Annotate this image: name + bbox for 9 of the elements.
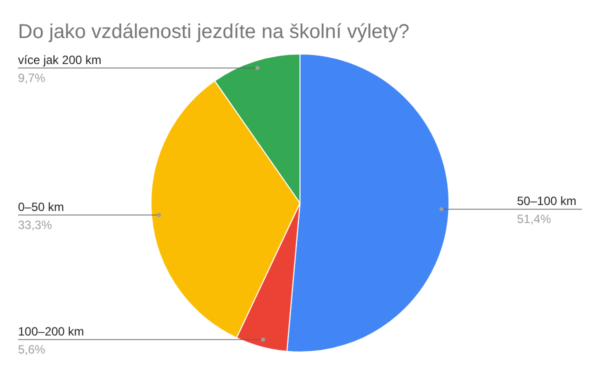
slice-label: 100–200 km	[18, 324, 84, 339]
chart-title: Do jako vzdálenosti jezdíte na školní výlety?	[18, 21, 410, 43]
slice-label: 0–50 km	[18, 200, 64, 214]
data-label: 9,7%	[18, 70, 46, 85]
slice-label: 50–100 km	[517, 194, 576, 208]
data-label: 33,3%	[18, 218, 52, 232]
data-label: 5,6%	[18, 342, 46, 357]
data-label: 51,4%	[517, 212, 552, 226]
slice-label: více jak 200 km	[18, 52, 102, 67]
